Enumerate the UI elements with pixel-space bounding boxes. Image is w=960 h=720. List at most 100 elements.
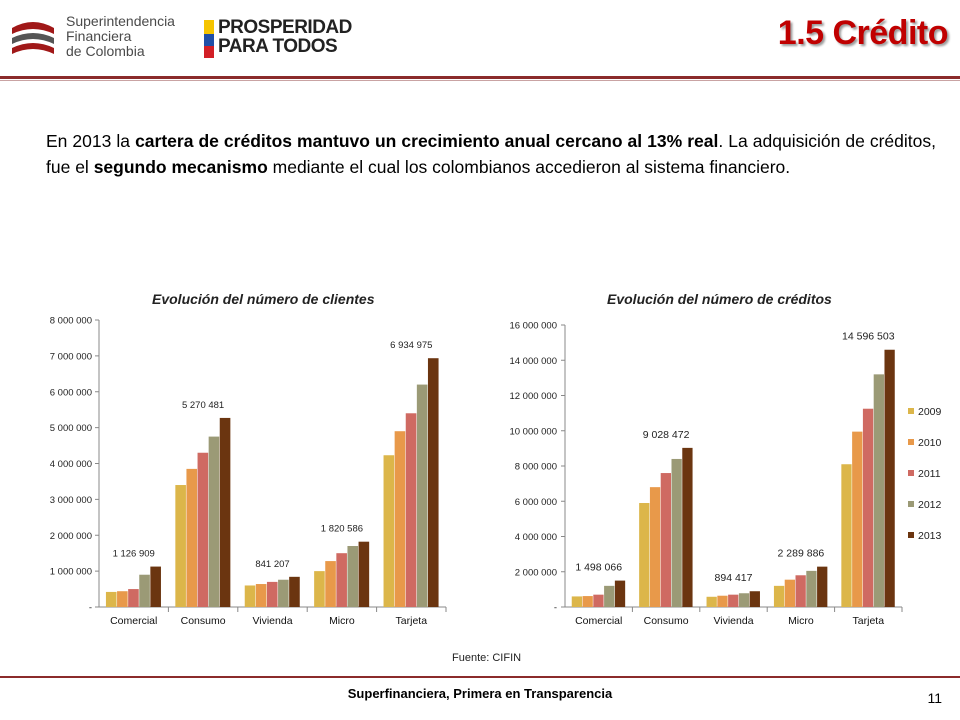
bar-2011 bbox=[266, 581, 278, 607]
bar-2013 bbox=[749, 591, 760, 607]
bar-2012 bbox=[208, 436, 220, 607]
bar-2013 bbox=[817, 566, 828, 607]
bar-2013 bbox=[289, 576, 300, 607]
x-tick-label: Tarjeta bbox=[853, 615, 885, 627]
y-tick-label: 4 000 000 bbox=[50, 459, 92, 470]
y-tick-label: 2 000 000 bbox=[515, 567, 557, 578]
page-number: 11 bbox=[927, 690, 942, 706]
footer-text: Superfinanciera, Primera en Transparenci… bbox=[347, 686, 613, 701]
intro-paragraph: En 2013 la cartera de créditos mantuvo u… bbox=[46, 128, 936, 180]
data-label: 1 498 066 bbox=[575, 562, 622, 574]
bar-2010 bbox=[649, 487, 661, 607]
data-label: 9 028 472 bbox=[643, 429, 690, 441]
bar-2012 bbox=[416, 384, 428, 607]
x-tick-label: Tarjeta bbox=[396, 615, 428, 627]
y-tick-label: - bbox=[89, 603, 92, 614]
legend-swatch bbox=[908, 408, 914, 414]
y-tick-label: 8 000 000 bbox=[50, 316, 92, 327]
data-label: 14 596 503 bbox=[842, 331, 895, 343]
bar-2012 bbox=[806, 570, 817, 607]
y-tick-label: 4 000 000 bbox=[515, 532, 557, 543]
bar-2010 bbox=[394, 431, 406, 607]
legend-label: 2009 bbox=[918, 406, 942, 418]
chart-title-creditos: Evolución del número de créditos bbox=[607, 291, 832, 307]
x-tick-label: Comercial bbox=[575, 615, 622, 627]
bar-2013 bbox=[358, 541, 370, 607]
x-tick-label: Vivienda bbox=[252, 615, 292, 627]
bar-2011 bbox=[128, 589, 139, 607]
bar-2012 bbox=[278, 579, 289, 607]
footer-rule bbox=[0, 676, 960, 678]
x-tick-label: Comercial bbox=[110, 615, 157, 627]
bar-2011 bbox=[405, 413, 417, 607]
data-label: 2 289 886 bbox=[778, 548, 825, 560]
logo-line: Superintendencia bbox=[66, 13, 175, 29]
bar-2009 bbox=[175, 485, 186, 607]
y-tick-label: 16 000 000 bbox=[509, 321, 557, 332]
bar-2009 bbox=[841, 464, 852, 607]
bar-2010 bbox=[784, 579, 796, 607]
header-rule-thin bbox=[0, 80, 960, 81]
bar-2010 bbox=[325, 561, 336, 607]
bar-2010 bbox=[717, 595, 728, 607]
intro-text: mediante el cual los colombianos accedie… bbox=[267, 157, 791, 177]
bar-2012 bbox=[873, 374, 884, 607]
bar-2012 bbox=[738, 593, 750, 607]
y-tick-label: 10 000 000 bbox=[509, 426, 557, 437]
bar-2012 bbox=[347, 546, 359, 607]
header-rule bbox=[0, 76, 960, 79]
y-tick-label: 2 000 000 bbox=[50, 531, 92, 542]
prosperidad-logo: PROSPERIDAD PARA TODOS bbox=[204, 18, 364, 62]
y-tick-label: 3 000 000 bbox=[50, 495, 92, 506]
superfinanciera-logo-icon bbox=[8, 18, 58, 58]
y-tick-label: 6 000 000 bbox=[515, 497, 557, 508]
data-label: 5 270 481 bbox=[182, 400, 224, 411]
bar-2009 bbox=[639, 503, 650, 607]
legend-swatch bbox=[908, 532, 914, 538]
x-tick-label: Micro bbox=[788, 615, 814, 627]
source-note: Fuente: CIFIN bbox=[452, 652, 522, 664]
bar-2012 bbox=[604, 585, 615, 607]
bar-2009 bbox=[314, 571, 325, 607]
y-tick-label: 7 000 000 bbox=[50, 351, 92, 362]
bar-2009 bbox=[773, 585, 785, 607]
legend-label: 2011 bbox=[918, 468, 941, 480]
pp-line: PARA TODOS bbox=[218, 36, 338, 57]
logo-line: Financiera bbox=[66, 28, 132, 44]
intro-bold: segundo mecanismo bbox=[93, 157, 268, 177]
legend-label: 2012 bbox=[918, 499, 942, 511]
x-tick-label: Vivienda bbox=[713, 615, 753, 627]
data-label: 1 126 909 bbox=[113, 549, 155, 560]
intro-text: . La adquisición de créditos, fue el bbox=[46, 131, 936, 177]
bar-2009 bbox=[706, 596, 717, 607]
bar-2011 bbox=[660, 473, 671, 607]
y-tick-label: 12 000 000 bbox=[509, 391, 557, 402]
legend-swatch bbox=[908, 470, 914, 476]
legend-swatch bbox=[908, 439, 914, 445]
bar-2013 bbox=[682, 447, 693, 607]
legend-label: 2013 bbox=[918, 530, 942, 542]
bar-2011 bbox=[862, 408, 874, 607]
data-label: 894 417 bbox=[715, 572, 753, 584]
bar-2009 bbox=[105, 591, 117, 607]
bar-2011 bbox=[197, 452, 209, 607]
y-tick-label: 1 000 000 bbox=[50, 567, 92, 578]
prosperidad-text: PROSPERIDAD PARA TODOS bbox=[218, 18, 352, 56]
bar-2013 bbox=[614, 580, 626, 607]
logo-line: de Colombia bbox=[66, 43, 145, 59]
y-tick-label: 5 000 000 bbox=[50, 423, 92, 434]
data-label: 841 207 bbox=[255, 559, 289, 570]
chart-title-clientes: Evolución del número de clientes bbox=[152, 291, 375, 307]
bar-2013 bbox=[884, 349, 895, 607]
y-tick-label: 8 000 000 bbox=[515, 462, 557, 473]
slide-title: 1.5 Crédito bbox=[777, 14, 949, 52]
y-tick-label: 6 000 000 bbox=[50, 387, 92, 398]
legend-swatch bbox=[908, 501, 914, 507]
intro-text: En 2013 la bbox=[46, 131, 136, 151]
bar-2011 bbox=[795, 575, 806, 607]
bar-2009 bbox=[244, 585, 256, 607]
data-label: 1 820 586 bbox=[321, 524, 363, 535]
bar-2009 bbox=[383, 455, 395, 607]
y-tick-label: - bbox=[554, 603, 557, 614]
